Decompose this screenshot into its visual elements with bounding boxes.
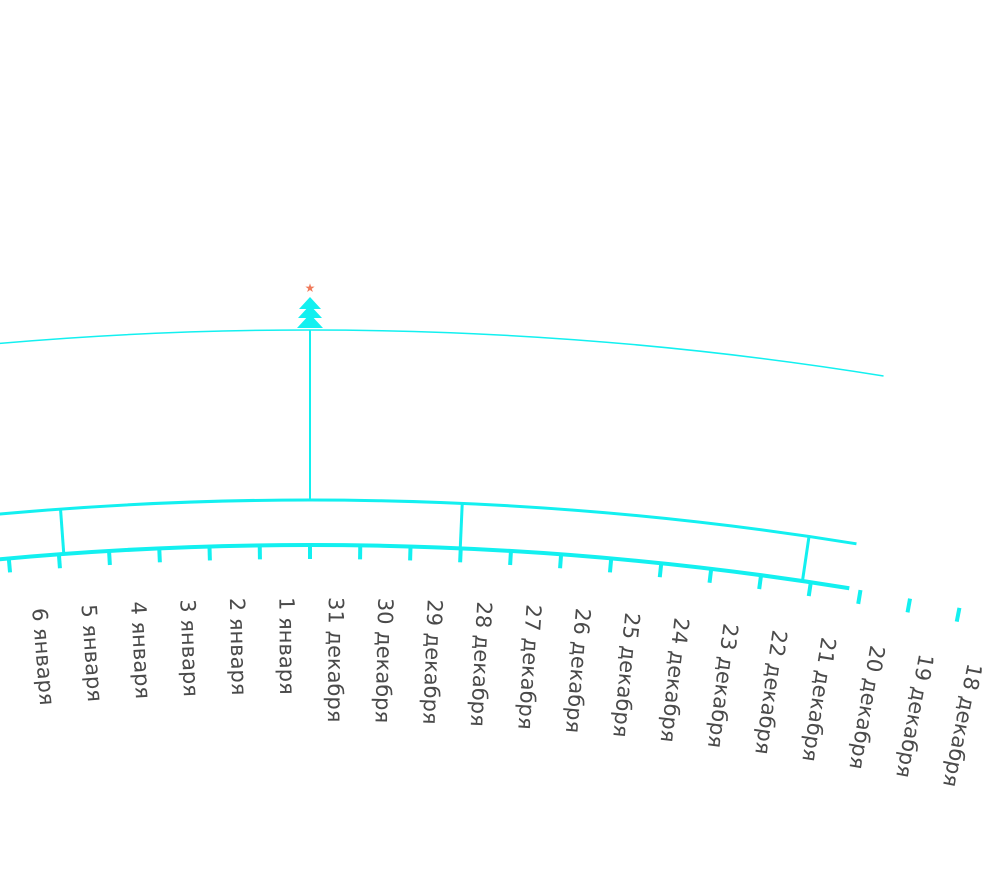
week-divider: [458, 503, 464, 549]
day-label: 2 января: [225, 598, 251, 696]
day-label: 22 декабря: [750, 629, 791, 756]
day-tick: [508, 550, 513, 566]
day-label: 6 января: [27, 607, 59, 706]
day-tick: [107, 550, 112, 566]
week-divider: [800, 536, 811, 582]
day-label: 5 января: [77, 604, 107, 703]
week-divider: [59, 508, 66, 555]
day-tick: [707, 568, 714, 583]
day-tick: [954, 607, 962, 623]
day-label: 31 декабря: [323, 597, 348, 722]
day-label: 21 декабря: [797, 636, 840, 764]
day-label: 25 декабря: [608, 611, 644, 738]
day-label: 30 декабря: [371, 598, 398, 724]
day-label: 18 декабря: [938, 662, 986, 790]
day-labels: 6 января 5 января 4 января 3 января 2 января…: [27, 597, 986, 789]
ring-arcs: [0, 329, 884, 591]
week-dividers: [59, 330, 811, 582]
day-tick: [458, 548, 463, 563]
day-tick: [905, 598, 912, 613]
day-tick: [6, 558, 13, 573]
day-label: 27 декабря: [513, 604, 545, 731]
day-tick: [757, 574, 764, 590]
day-label: 28 декабря: [466, 601, 496, 727]
tree-tier-middle: [298, 305, 322, 318]
day-label: 20 декабря: [844, 644, 889, 772]
day-tick: [657, 563, 664, 578]
day-label: 19 декабря: [891, 652, 938, 780]
day-label: 1 января: [274, 597, 299, 695]
day-label: 3 января: [175, 599, 203, 697]
tree-tier-bottom: [297, 314, 323, 328]
day-tick: [56, 554, 62, 569]
day-tick: [607, 558, 614, 573]
day-label: 24 декабря: [656, 616, 694, 743]
day-tick: [558, 554, 564, 569]
christmas-tree-icon: ★: [297, 281, 323, 328]
day-label: 26 декабря: [561, 607, 595, 734]
outer-arc: [0, 329, 884, 377]
day-label: 29 декабря: [418, 599, 447, 725]
day-ring-arc: [0, 543, 850, 591]
day-label: 4 января: [126, 601, 155, 700]
day-label: 23 декабря: [703, 622, 743, 749]
day-tick: [157, 548, 162, 563]
day-tick: [856, 589, 863, 605]
day-ticks: [6, 545, 962, 623]
star-icon: ★: [305, 281, 316, 295]
week-band-arc: [0, 498, 857, 546]
day-tick: [806, 581, 813, 597]
tree-tier-top: [299, 297, 321, 309]
